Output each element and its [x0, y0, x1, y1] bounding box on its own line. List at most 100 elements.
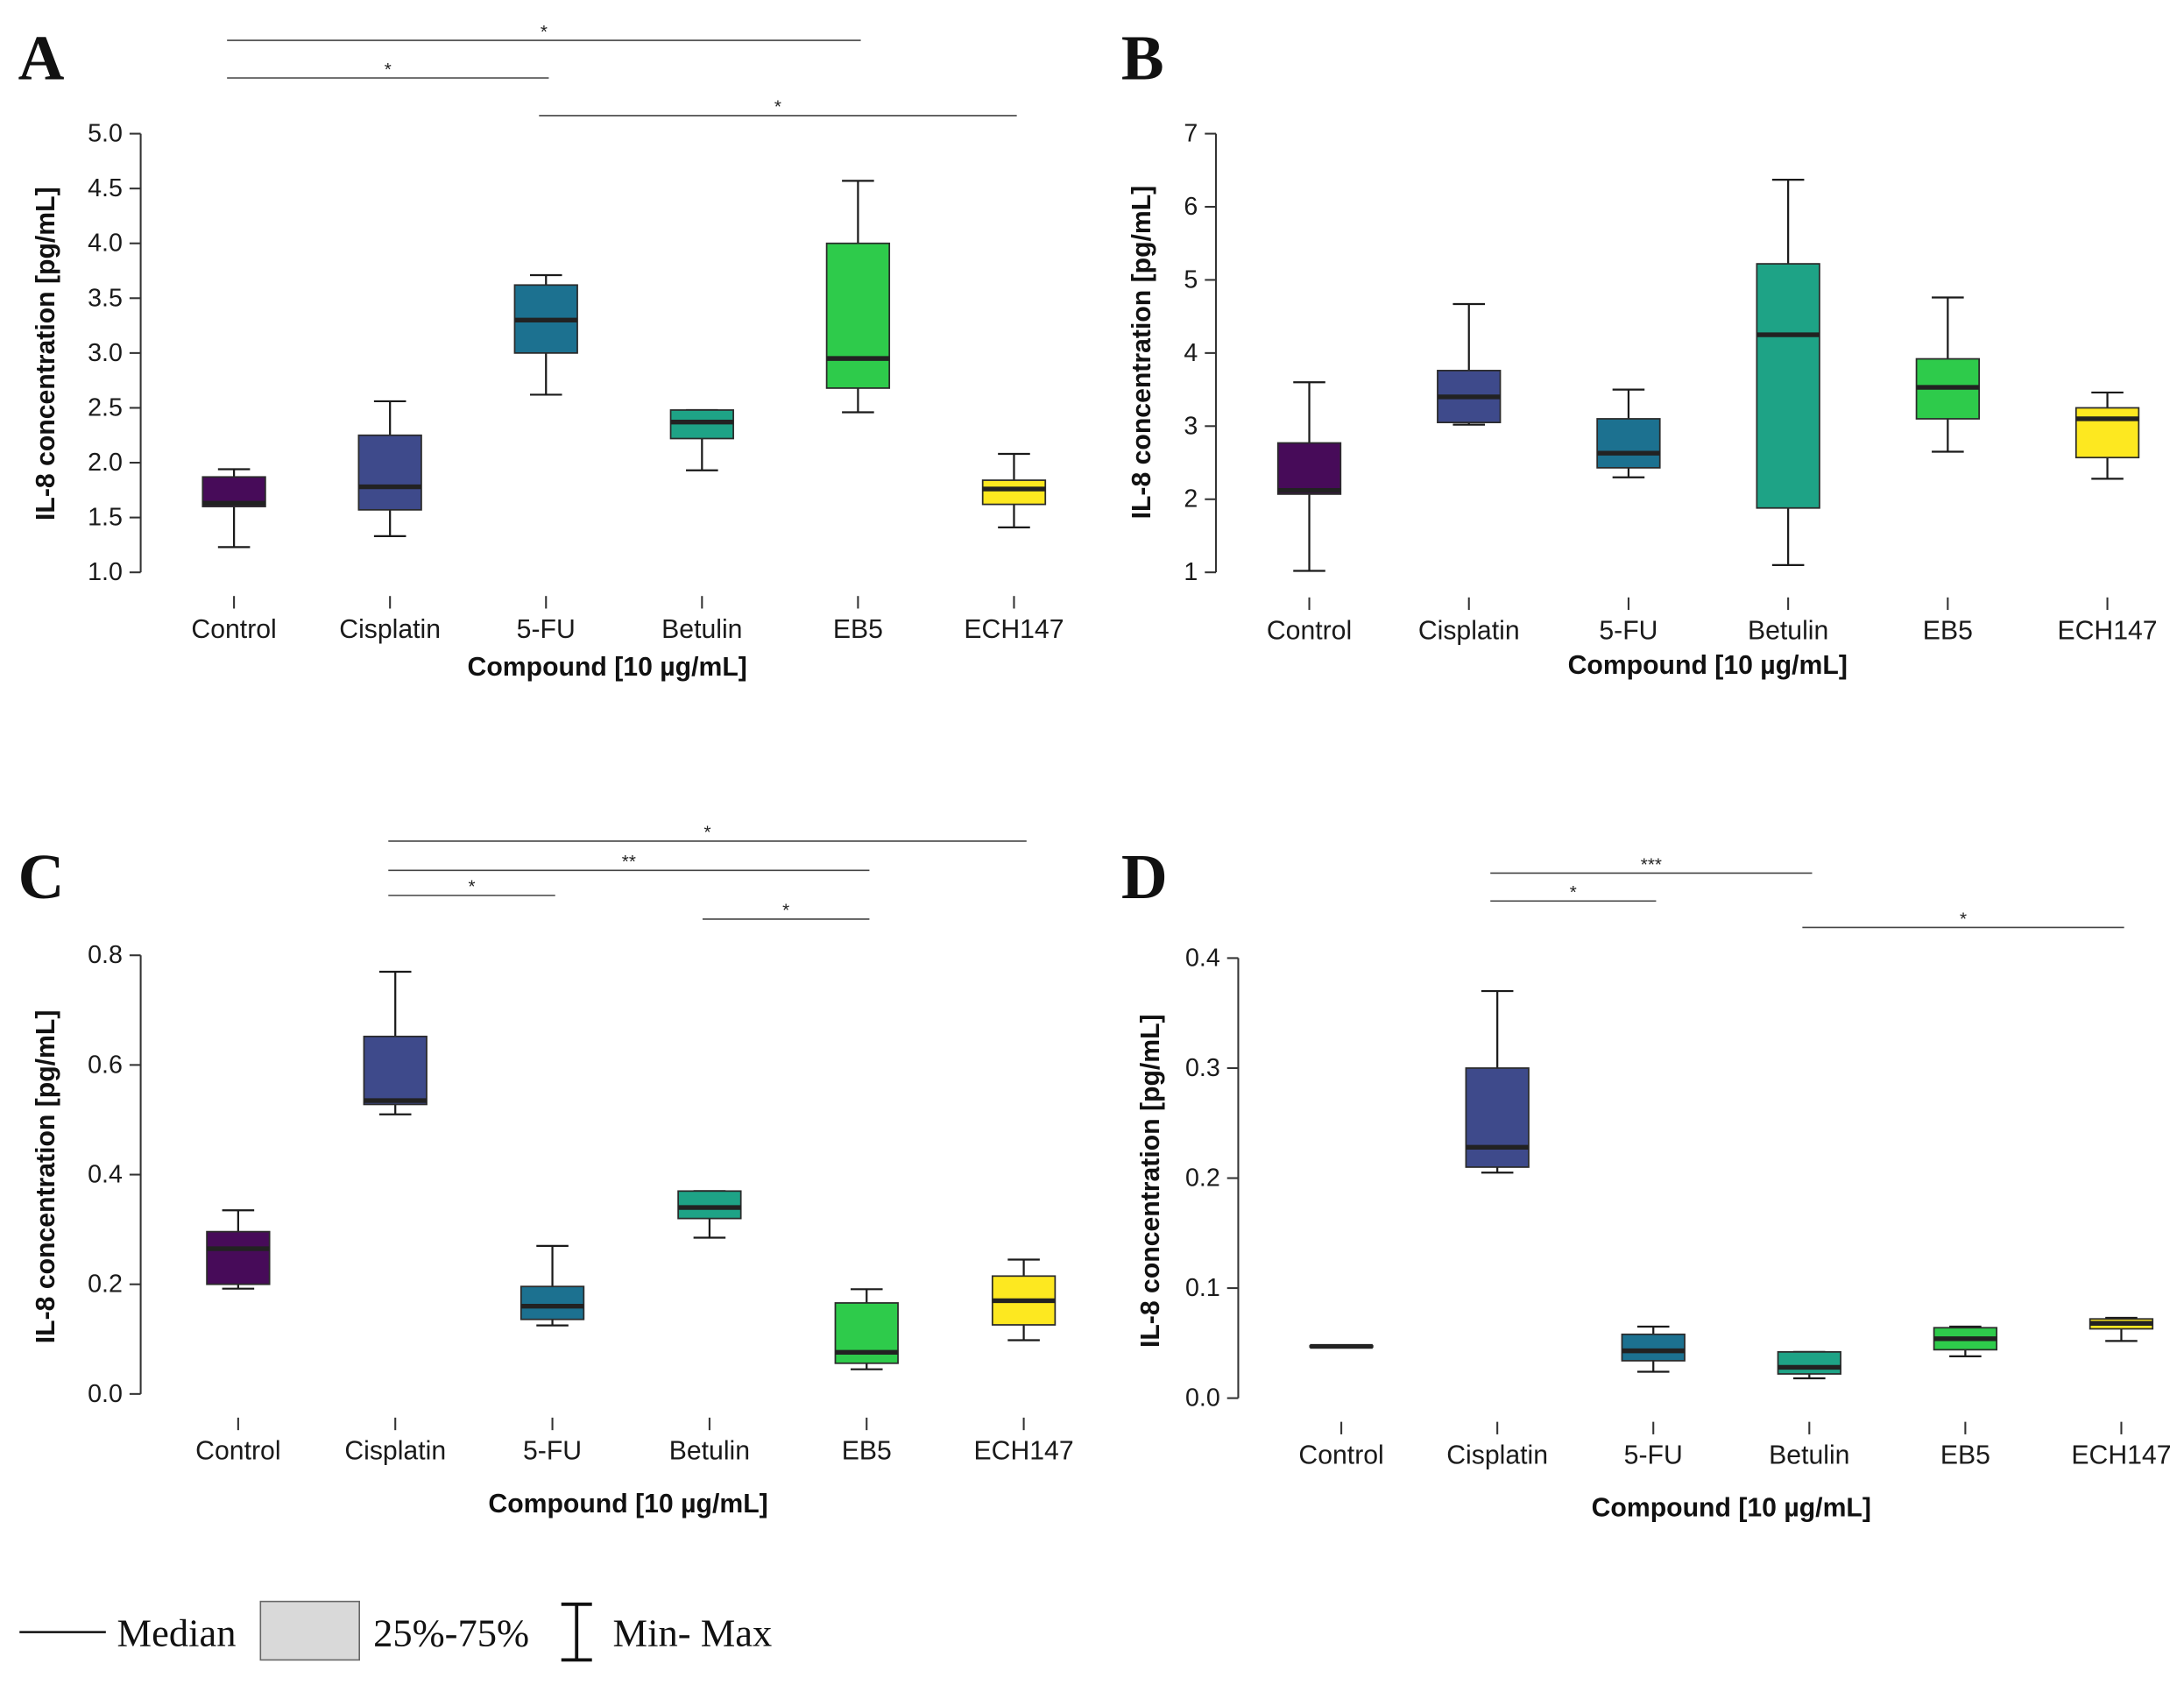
- y-tick-label: 7: [1184, 120, 1198, 148]
- x-tick-label: Betulin: [1748, 616, 1828, 645]
- x-axis-title: Compound [10 µg/mL]: [1592, 1494, 1871, 1523]
- panels: A 1.0 1.5 2.0 2.5 3.0 3.5 4.0 4.5 5.0 IL-8 concent…: [18, 22, 2172, 1523]
- significance-bar: *: [702, 901, 870, 921]
- significance-bar: *: [1802, 909, 2124, 929]
- panel-d: D 0.0 0.1 0.2 0.3 0.4 IL-8 concentration [pg/m…: [1121, 841, 2172, 1523]
- x-tick-label: 5-FU: [517, 615, 576, 644]
- significance-bar: *: [227, 22, 861, 42]
- iqr-box: [981, 479, 1047, 506]
- significance-bar: *: [388, 877, 555, 897]
- y-tick-label: 1: [1184, 558, 1198, 586]
- significance-bar: ***: [1490, 854, 1813, 874]
- y-tick-label: 2.0: [88, 449, 123, 477]
- y-axis: 0.0 0.2 0.4 0.6 0.8 IL-8 concentration [pg/mL…: [32, 941, 142, 1408]
- box-plots: [1309, 989, 2154, 1380]
- iqr-box: [677, 1190, 742, 1220]
- y-axis-title: IL-8 concentration [pg/mL]: [1136, 1014, 1165, 1348]
- box-betulin: [677, 1190, 742, 1239]
- panel-a: A 1.0 1.5 2.0 2.5 3.0 3.5 4.0 4.5 5.0 IL-8 concent…: [18, 22, 1064, 682]
- box-5-fu: [519, 1244, 585, 1327]
- significance-brackets: * * *: [227, 22, 1017, 117]
- box-eb5: [834, 1288, 899, 1370]
- x-tick-label: Cisplatin: [1418, 616, 1520, 645]
- y-tick-label: 0.4: [88, 1161, 123, 1189]
- box-eb5: [1933, 1325, 1998, 1358]
- x-tick-label: Betulin: [669, 1437, 750, 1466]
- x-tick-label: 5-FU: [523, 1437, 582, 1466]
- significance-label: ***: [1641, 854, 1662, 874]
- x-tick-label: Cisplatin: [344, 1437, 446, 1466]
- y-tick-label: 0.6: [88, 1051, 123, 1079]
- x-tick-label: ECH147: [2057, 616, 2157, 645]
- y-axis-title: IL-8 concentration [pg/mL]: [32, 187, 60, 520]
- panel-letter: A: [18, 23, 65, 94]
- y-tick-label: 3.5: [88, 284, 123, 312]
- y-tick-label: 3: [1184, 412, 1198, 440]
- x-axis-title: Compound [10 µg/mL]: [1568, 651, 1848, 680]
- iqr-box: [1596, 418, 1661, 469]
- x-tick-label: Betulin: [1769, 1441, 1849, 1469]
- x-axis: Control Cisplatin 5-FU Betulin EB5 ECH147 Comp…: [1298, 1421, 2172, 1523]
- box-ech147: [981, 452, 1047, 528]
- y-axis-title: IL-8 concentration [pg/mL]: [32, 1010, 60, 1344]
- box-eb5: [825, 180, 891, 414]
- box-ech147: [2089, 1316, 2154, 1342]
- y-tick-label: 4.5: [88, 174, 123, 202]
- significance-label: *: [774, 97, 781, 117]
- significance-brackets: *****: [388, 823, 1027, 921]
- x-tick-label: Control: [1298, 1441, 1383, 1469]
- significance-bar: *: [539, 97, 1017, 117]
- x-axis: Control Cisplatin 5-FU Betulin EB5 ECH147 Comp…: [195, 1417, 1074, 1519]
- legend-range-label: Min- Max: [613, 1611, 773, 1655]
- iqr-box: [357, 434, 422, 511]
- x-tick-label: ECH147: [974, 1437, 1074, 1466]
- y-tick-label: 5: [1184, 265, 1198, 294]
- y-tick-label: 1.5: [88, 504, 123, 532]
- y-tick-label: 0.2: [88, 1271, 123, 1299]
- y-tick-label: 4: [1184, 339, 1198, 367]
- legend-iqr-label: 25%-75%: [373, 1611, 529, 1655]
- box-eb5: [1915, 296, 1980, 453]
- y-tick-label: 2.5: [88, 393, 123, 421]
- iqr-box: [1621, 1333, 1686, 1362]
- x-tick-label: ECH147: [964, 615, 1064, 644]
- significance-bar: *: [227, 60, 549, 80]
- x-tick-label: EB5: [1923, 616, 1973, 645]
- box-betulin: [1777, 1350, 1841, 1380]
- box-cisplatin: [1465, 989, 1530, 1174]
- y-tick-label: 5.0: [88, 120, 123, 148]
- x-axis: Control Cisplatin 5-FU Betulin EB5 ECH147 Comp…: [1267, 597, 2158, 680]
- box-5-fu: [1621, 1325, 1686, 1373]
- significance-label: *: [1570, 882, 1577, 903]
- y-axis: 1.0 1.5 2.0 2.5 3.0 3.5 4.0 4.5 5.0 IL-8 concentr…: [32, 120, 142, 586]
- box-5-fu: [1596, 388, 1661, 478]
- x-tick-label: Cisplatin: [1446, 1441, 1548, 1469]
- x-tick-label: EB5: [1940, 1441, 1990, 1469]
- y-axis: 0.0 0.1 0.2 0.3 0.4 IL-8 concentration [pg/mL…: [1136, 944, 1240, 1412]
- iqr-box: [1276, 442, 1342, 495]
- x-tick-label: EB5: [833, 615, 883, 644]
- box-ech147: [2074, 391, 2140, 480]
- significance-bar: **: [388, 852, 870, 872]
- iqr-box: [1465, 1067, 1530, 1168]
- significance-bar: *: [1490, 882, 1657, 903]
- y-tick-label: 0.0: [1185, 1384, 1220, 1412]
- iqr-box: [825, 242, 891, 389]
- legend-range-swatch: [561, 1602, 592, 1662]
- panel-letter: C: [18, 841, 65, 912]
- panel-c: C 0.0 0.2 0.4 0.6 0.8 IL-8 concentration [pg/m…: [18, 823, 1074, 1519]
- y-tick-label: 2: [1184, 485, 1198, 513]
- iqr-box: [206, 1230, 271, 1285]
- significance-label: **: [622, 852, 636, 872]
- x-axis-title: Compound [10 µg/mL]: [488, 1490, 767, 1519]
- x-tick-label: Control: [191, 615, 276, 644]
- box-control: [201, 468, 266, 549]
- iqr-box: [1756, 263, 1820, 509]
- x-tick-label: Cisplatin: [339, 615, 441, 644]
- box-plots: [1276, 179, 2140, 572]
- panel-letter: D: [1121, 841, 1168, 912]
- significance-bar: *: [388, 823, 1027, 843]
- legend-iqr-swatch: [259, 1600, 360, 1661]
- y-tick-label: 0.4: [1185, 944, 1220, 972]
